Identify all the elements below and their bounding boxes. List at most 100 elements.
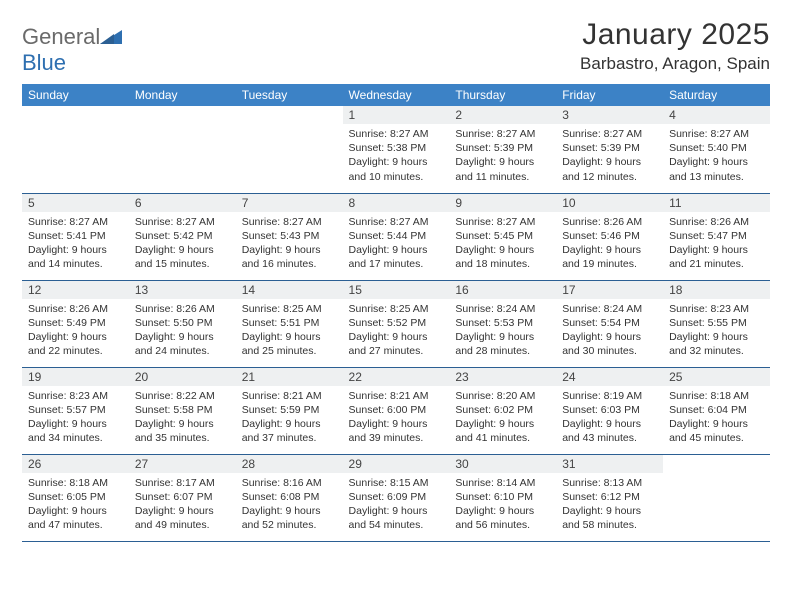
triangle-icon bbox=[100, 24, 122, 50]
calendar-day-cell: 4 Sunrise: 8:27 AMSunset: 5:40 PMDaylight… bbox=[663, 106, 770, 193]
sunrise-text: Sunrise: 8:14 AM bbox=[455, 476, 550, 490]
sunset-text: Sunset: 5:47 PM bbox=[669, 229, 764, 243]
sunrise-text: Sunrise: 8:26 AM bbox=[28, 302, 123, 316]
calendar-week-row: 12Sunrise: 8:26 AMSunset: 5:49 PMDayligh… bbox=[22, 280, 770, 367]
daylight-text: Daylight: 9 hours and 25 minutes. bbox=[242, 330, 337, 358]
calendar-day-cell: 17Sunrise: 8:24 AMSunset: 5:54 PMDayligh… bbox=[556, 280, 663, 367]
calendar-week-row: 26Sunrise: 8:18 AMSunset: 6:05 PMDayligh… bbox=[22, 454, 770, 541]
calendar-day-cell: 21Sunrise: 8:21 AMSunset: 5:59 PMDayligh… bbox=[236, 367, 343, 454]
sunrise-text: Sunrise: 8:18 AM bbox=[669, 389, 764, 403]
daylight-text: Daylight: 9 hours and 13 minutes. bbox=[669, 155, 764, 183]
calendar-week-row: 5Sunrise: 8:27 AMSunset: 5:41 PMDaylight… bbox=[22, 193, 770, 280]
calendar-day-cell: 12Sunrise: 8:26 AMSunset: 5:49 PMDayligh… bbox=[22, 280, 129, 367]
day-details: Sunrise: 8:27 AMSunset: 5:45 PMDaylight:… bbox=[449, 212, 556, 276]
calendar-page: GeneralBlue January 2025 Barbastro, Arag… bbox=[0, 0, 792, 552]
weekday-header: Thursday bbox=[449, 84, 556, 106]
sunset-text: Sunset: 5:44 PM bbox=[349, 229, 444, 243]
day-details: Sunrise: 8:13 AMSunset: 6:12 PMDaylight:… bbox=[556, 473, 663, 537]
sunrise-text: Sunrise: 8:18 AM bbox=[28, 476, 123, 490]
daylight-text: Daylight: 9 hours and 21 minutes. bbox=[669, 243, 764, 271]
calendar-week-row: 19Sunrise: 8:23 AMSunset: 5:57 PMDayligh… bbox=[22, 367, 770, 454]
day-details: Sunrise: 8:26 AMSunset: 5:46 PMDaylight:… bbox=[556, 212, 663, 276]
daylight-text: Daylight: 9 hours and 41 minutes. bbox=[455, 417, 550, 445]
day-details: Sunrise: 8:19 AMSunset: 6:03 PMDaylight:… bbox=[556, 386, 663, 450]
day-number: 2 bbox=[449, 106, 556, 124]
day-details: Sunrise: 8:20 AMSunset: 6:02 PMDaylight:… bbox=[449, 386, 556, 450]
day-number: 5 bbox=[22, 194, 129, 212]
calendar-day-cell: 14Sunrise: 8:25 AMSunset: 5:51 PMDayligh… bbox=[236, 280, 343, 367]
sunrise-text: Sunrise: 8:27 AM bbox=[455, 127, 550, 141]
sunrise-text: Sunrise: 8:15 AM bbox=[349, 476, 444, 490]
day-number: 31 bbox=[556, 455, 663, 473]
page-subtitle: Barbastro, Aragon, Spain bbox=[580, 54, 770, 74]
day-details: Sunrise: 8:26 AMSunset: 5:50 PMDaylight:… bbox=[129, 299, 236, 363]
calendar-day-cell bbox=[129, 106, 236, 193]
daylight-text: Daylight: 9 hours and 34 minutes. bbox=[28, 417, 123, 445]
day-number: 9 bbox=[449, 194, 556, 212]
sunset-text: Sunset: 5:51 PM bbox=[242, 316, 337, 330]
sunset-text: Sunset: 5:53 PM bbox=[455, 316, 550, 330]
weekday-header: Sunday bbox=[22, 84, 129, 106]
day-details: Sunrise: 8:24 AMSunset: 5:54 PMDaylight:… bbox=[556, 299, 663, 363]
daylight-text: Daylight: 9 hours and 37 minutes. bbox=[242, 417, 337, 445]
day-details: Sunrise: 8:16 AMSunset: 6:08 PMDaylight:… bbox=[236, 473, 343, 537]
day-number: 4 bbox=[663, 106, 770, 124]
sunset-text: Sunset: 5:40 PM bbox=[669, 141, 764, 155]
day-details: Sunrise: 8:17 AMSunset: 6:07 PMDaylight:… bbox=[129, 473, 236, 537]
day-number bbox=[22, 106, 129, 123]
sunset-text: Sunset: 5:58 PM bbox=[135, 403, 230, 417]
day-details: Sunrise: 8:27 AMSunset: 5:38 PMDaylight:… bbox=[343, 124, 450, 188]
title-block: January 2025 Barbastro, Aragon, Spain bbox=[580, 18, 770, 74]
day-number: 12 bbox=[22, 281, 129, 299]
sunset-text: Sunset: 5:42 PM bbox=[135, 229, 230, 243]
sunrise-text: Sunrise: 8:24 AM bbox=[562, 302, 657, 316]
calendar-day-cell: 29Sunrise: 8:15 AMSunset: 6:09 PMDayligh… bbox=[343, 454, 450, 541]
daylight-text: Daylight: 9 hours and 43 minutes. bbox=[562, 417, 657, 445]
calendar-day-cell: 7Sunrise: 8:27 AMSunset: 5:43 PMDaylight… bbox=[236, 193, 343, 280]
calendar-day-cell: 30Sunrise: 8:14 AMSunset: 6:10 PMDayligh… bbox=[449, 454, 556, 541]
sunset-text: Sunset: 6:08 PM bbox=[242, 490, 337, 504]
weekday-header: Monday bbox=[129, 84, 236, 106]
day-details: Sunrise: 8:27 AMSunset: 5:39 PMDaylight:… bbox=[449, 124, 556, 188]
day-number: 20 bbox=[129, 368, 236, 386]
day-number: 11 bbox=[663, 194, 770, 212]
day-number: 22 bbox=[343, 368, 450, 386]
day-number bbox=[236, 106, 343, 123]
day-number: 6 bbox=[129, 194, 236, 212]
day-details: Sunrise: 8:26 AMSunset: 5:47 PMDaylight:… bbox=[663, 212, 770, 276]
daylight-text: Daylight: 9 hours and 32 minutes. bbox=[669, 330, 764, 358]
sunrise-text: Sunrise: 8:20 AM bbox=[455, 389, 550, 403]
sunrise-text: Sunrise: 8:27 AM bbox=[455, 215, 550, 229]
brand-text: GeneralBlue bbox=[22, 24, 122, 76]
calendar-day-cell: 31Sunrise: 8:13 AMSunset: 6:12 PMDayligh… bbox=[556, 454, 663, 541]
weekday-header: Friday bbox=[556, 84, 663, 106]
daylight-text: Daylight: 9 hours and 56 minutes. bbox=[455, 504, 550, 532]
day-details: Sunrise: 8:21 AMSunset: 5:59 PMDaylight:… bbox=[236, 386, 343, 450]
calendar-day-cell: 22Sunrise: 8:21 AMSunset: 6:00 PMDayligh… bbox=[343, 367, 450, 454]
calendar-day-cell: 5Sunrise: 8:27 AMSunset: 5:41 PMDaylight… bbox=[22, 193, 129, 280]
sunrise-text: Sunrise: 8:23 AM bbox=[28, 389, 123, 403]
sunset-text: Sunset: 6:12 PM bbox=[562, 490, 657, 504]
daylight-text: Daylight: 9 hours and 49 minutes. bbox=[135, 504, 230, 532]
sunrise-text: Sunrise: 8:27 AM bbox=[349, 127, 444, 141]
sunset-text: Sunset: 6:00 PM bbox=[349, 403, 444, 417]
sunset-text: Sunset: 6:07 PM bbox=[135, 490, 230, 504]
sunrise-text: Sunrise: 8:26 AM bbox=[669, 215, 764, 229]
sunrise-text: Sunrise: 8:27 AM bbox=[669, 127, 764, 141]
calendar-week-row: 1Sunrise: 8:27 AMSunset: 5:38 PMDaylight… bbox=[22, 106, 770, 193]
day-details: Sunrise: 8:24 AMSunset: 5:53 PMDaylight:… bbox=[449, 299, 556, 363]
sunrise-text: Sunrise: 8:27 AM bbox=[349, 215, 444, 229]
day-number bbox=[663, 455, 770, 472]
sunset-text: Sunset: 5:50 PM bbox=[135, 316, 230, 330]
sunset-text: Sunset: 6:10 PM bbox=[455, 490, 550, 504]
daylight-text: Daylight: 9 hours and 39 minutes. bbox=[349, 417, 444, 445]
daylight-text: Daylight: 9 hours and 35 minutes. bbox=[135, 417, 230, 445]
day-number bbox=[129, 106, 236, 123]
calendar-day-cell: 25Sunrise: 8:18 AMSunset: 6:04 PMDayligh… bbox=[663, 367, 770, 454]
day-number: 7 bbox=[236, 194, 343, 212]
page-title: January 2025 bbox=[580, 18, 770, 52]
day-details: Sunrise: 8:18 AMSunset: 6:04 PMDaylight:… bbox=[663, 386, 770, 450]
sunset-text: Sunset: 5:38 PM bbox=[349, 141, 444, 155]
day-details: Sunrise: 8:27 AMSunset: 5:43 PMDaylight:… bbox=[236, 212, 343, 276]
sunset-text: Sunset: 5:55 PM bbox=[669, 316, 764, 330]
